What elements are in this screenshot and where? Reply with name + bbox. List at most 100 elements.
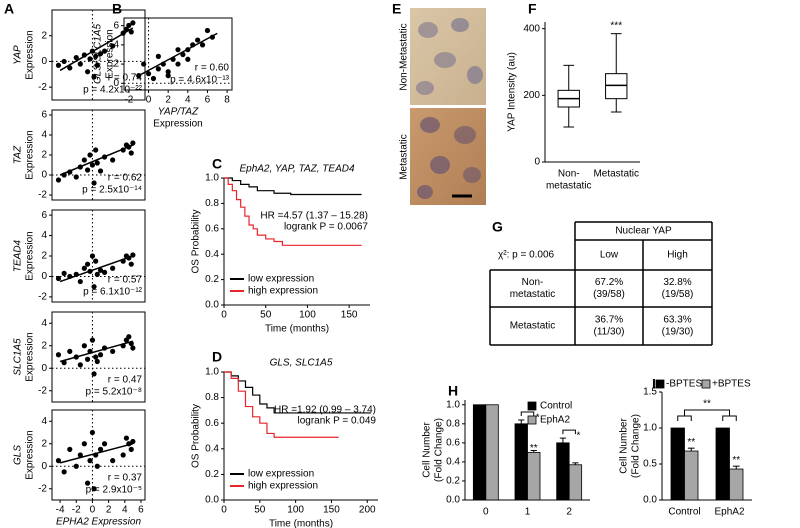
table-cell: Metastatic [510, 321, 556, 332]
annotation: p = 2.9x10⁻⁵ [86, 485, 142, 496]
legend-swatch [701, 379, 711, 389]
point [110, 458, 116, 464]
panel-label: G [492, 219, 503, 235]
y-axis-label: Expression [25, 130, 36, 179]
y-tick-label: 4 [41, 318, 47, 329]
point [110, 43, 116, 49]
x-tick-label: 0 [146, 95, 152, 106]
legend-swatch [527, 401, 537, 411]
point [145, 71, 152, 77]
annotation: HR =1.92 (0.99 – 3.74) [274, 405, 376, 416]
point [110, 265, 116, 271]
bar [568, 464, 583, 501]
y-tick-label: 0.8 [205, 198, 219, 209]
x-tick-label: 6 [205, 95, 211, 106]
table-cell: Non- [522, 277, 544, 288]
plot-frame [51, 311, 146, 403]
trend-line [59, 443, 134, 464]
trend-line [59, 340, 134, 363]
bar [485, 404, 499, 501]
micrograph-label: Metastatic [399, 134, 410, 180]
point [87, 152, 93, 158]
point [126, 334, 132, 340]
point [77, 61, 83, 67]
point [126, 22, 132, 29]
y-tick-label: 0.0 [205, 495, 219, 506]
x-tick-label: 0 [221, 310, 227, 321]
y-tick-label: 1.0 [205, 173, 219, 184]
y-tick-label: 0.5 [643, 459, 657, 470]
point [94, 463, 100, 469]
x-tick-label: 4 [185, 95, 191, 106]
x-axis-label: Expression [153, 119, 202, 130]
point [89, 429, 96, 436]
legend-swatch [527, 415, 537, 425]
y-tick-label: -2 [38, 292, 47, 303]
annotation: r = 0.60 [195, 63, 230, 74]
table-cell: 67.2% [595, 277, 623, 288]
panel-label: E [392, 1, 401, 17]
point [141, 61, 147, 67]
box [605, 73, 628, 100]
point [81, 441, 87, 447]
point [89, 253, 96, 259]
x-axis-label: Time (months) [265, 324, 329, 335]
y-tick-label: 0 [41, 56, 47, 67]
y-tick-label: 0.2 [205, 274, 219, 285]
point [84, 167, 91, 173]
y-tick-label: 0 [534, 157, 540, 168]
point [130, 20, 136, 26]
point [94, 62, 100, 68]
x-tick-label: 6 [138, 505, 144, 516]
annotation: r = 0.37 [108, 473, 143, 484]
legend-label: high expression [248, 481, 318, 492]
x-tick-label: 1 [525, 507, 531, 518]
panel-label: I [652, 376, 656, 392]
annotation: p = 4.6x10⁻¹³ [170, 75, 230, 86]
legend-label: EphA2 [540, 415, 570, 426]
y-tick-label: 200 [523, 90, 540, 101]
bracket [677, 415, 692, 421]
table-cell: 32.8% [663, 277, 691, 288]
point [101, 269, 108, 275]
y-tick-label: 0 [41, 461, 47, 472]
point [55, 352, 62, 358]
column-header: High [667, 250, 688, 261]
survival-curve [224, 177, 362, 246]
point [94, 271, 100, 277]
y-tick-label: 1.0 [205, 367, 219, 378]
annotation: r = 0.74 [108, 73, 143, 84]
y-axis-label: Expression [105, 29, 116, 78]
point [73, 174, 79, 180]
bar [670, 427, 685, 501]
y-tick-label: 0.2 [446, 476, 460, 487]
y-axis-label: GLS/SLC1A5 [93, 24, 104, 84]
y-tick-label: -2 [38, 483, 47, 494]
point [110, 157, 116, 163]
table-cell: 63.3% [663, 315, 691, 326]
point [77, 452, 83, 458]
point [81, 343, 87, 349]
bar [472, 404, 487, 501]
y-tick-label: 1.0 [643, 423, 657, 434]
y-tick-label: 0.4 [205, 443, 219, 454]
annotation: r = 0.47 [108, 375, 143, 386]
point [101, 48, 108, 54]
y-tick-label: 2 [113, 59, 119, 70]
point [110, 348, 116, 354]
y-tick-label: 4 [113, 40, 119, 51]
point [185, 56, 191, 62]
point [61, 58, 67, 65]
point [91, 180, 97, 186]
point [93, 147, 99, 153]
point [165, 73, 171, 79]
y-axis-label: TAZ [13, 145, 24, 164]
table-stat: χ²: p = 0.006 [498, 250, 555, 261]
point [67, 65, 73, 71]
legend-swatch [655, 379, 665, 389]
point [101, 441, 108, 447]
bar [527, 451, 541, 501]
point [128, 261, 134, 267]
y-tick-label: -2 [38, 385, 47, 396]
point [67, 446, 73, 452]
